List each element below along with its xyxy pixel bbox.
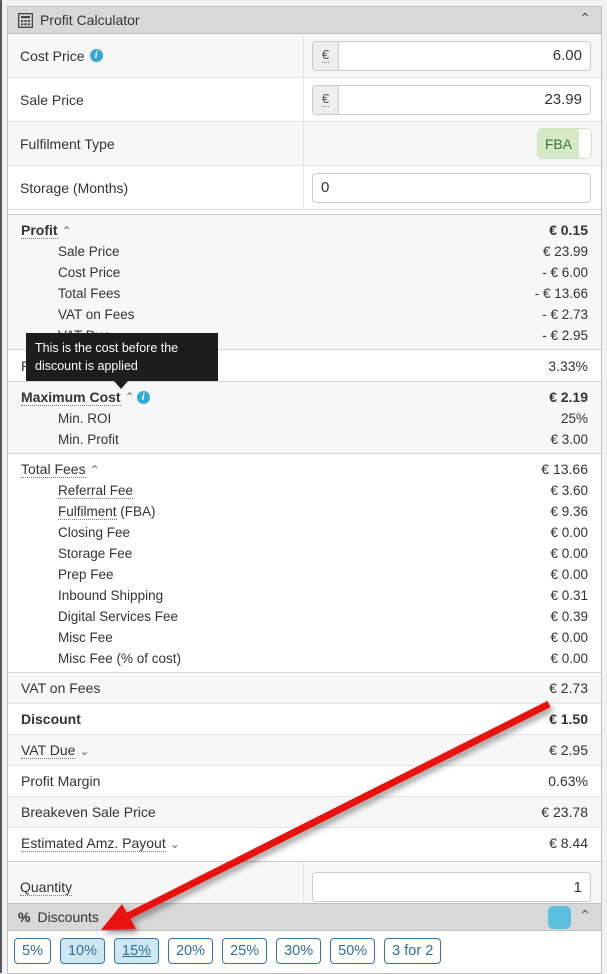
discount-button-15-[interactable]: 15% — [114, 938, 160, 964]
tooltip: This is the cost before the discount is … — [26, 332, 218, 389]
discounts-title: Discounts — [37, 909, 99, 925]
discount-button-20-[interactable]: 20% — [168, 938, 214, 964]
info-icon[interactable]: i — [136, 390, 150, 404]
breakeven-value: € 23.78 — [541, 804, 588, 820]
discount-value: € 1.50 — [549, 711, 588, 727]
fulfilment-type-label: Fulfilment Type — [20, 135, 115, 152]
collapse-chevron-icon[interactable]: ⌃ — [579, 907, 591, 923]
profit-section: Profit ⌃ € 0.15 Sale Price € 23.99 Cost Pr… — [8, 215, 601, 349]
discount-button-5-[interactable]: 5% — [14, 938, 51, 964]
vat-due-label[interactable]: VAT Due — [21, 742, 76, 759]
toggle-handle — [579, 129, 591, 158]
estimated-payout-label[interactable]: Estimated Amz. Payout — [21, 835, 166, 852]
fulfilment-toggle[interactable]: FBA — [538, 129, 591, 158]
maximum-cost-sub-row: Min. Profit € 3.00 — [58, 432, 588, 447]
storage-months-label: Storage (Months) — [20, 179, 129, 196]
discount-buttons: 5% 10% 15% 20% 25% 30% 50% 3 for 2 — [8, 931, 601, 973]
sale-price-input[interactable] — [338, 84, 591, 115]
fee-row: Inbound Shipping € 0.31 — [58, 588, 588, 603]
chevron-up-icon[interactable]: ⌃ — [89, 463, 100, 477]
profit-value: € 0.15 — [549, 222, 588, 238]
profit-margin-row: Profit Margin 0.63% — [8, 765, 601, 796]
profit-sub-row: Total Fees - € 13.66 — [58, 286, 588, 301]
discount-label: Discount — [21, 711, 81, 727]
chevron-down-icon[interactable]: ⌄ — [169, 837, 180, 851]
roi-value: 3.33% — [548, 357, 588, 374]
breakeven-label: Breakeven Sale Price — [21, 804, 156, 820]
discounts-enabled-toggle[interactable] — [548, 906, 571, 929]
maximum-cost-sub-row: Min. ROI 25% — [58, 411, 588, 426]
fee-row: Misc Fee (% of cost) € 0.00 — [58, 651, 588, 666]
fee-row: Fulfilment (FBA) € 9.36 — [58, 504, 588, 520]
profit-label[interactable]: Profit — [21, 222, 58, 239]
profit-calculator-panel: Profit Calculator ⌃ Cost Price i € Sale … — [7, 6, 602, 913]
collapse-chevron-icon[interactable]: ⌃ — [579, 10, 591, 26]
percent-icon: % — [18, 909, 31, 925]
quantity-input[interactable] — [312, 872, 591, 902]
discount-button-3-for-2[interactable]: 3 for 2 — [384, 938, 442, 964]
discount-row: Discount € 1.50 — [8, 703, 601, 734]
discount-button-10-[interactable]: 10% — [59, 938, 105, 964]
profit-sub-row: VAT on Fees - € 2.73 — [58, 307, 588, 322]
fee-row: Digital Services Fee € 0.39 — [58, 609, 588, 624]
tooltip-text: This is the cost before the discount is … — [35, 340, 179, 373]
profit-calculator-header[interactable]: Profit Calculator ⌃ — [8, 7, 601, 34]
currency-addon[interactable]: € — [312, 84, 338, 115]
vat-on-fees-value: € 2.73 — [549, 680, 588, 696]
fee-row: Closing Fee € 0.00 — [58, 525, 588, 540]
sale-price-label: Sale Price — [20, 91, 84, 108]
total-fees-value: € 13.66 — [541, 461, 588, 477]
summary-section: Profit ⌃ € 0.15 Sale Price € 23.99 Cost Pr… — [8, 214, 601, 858]
window-edge — [0, 0, 2, 973]
fee-row: Storage Fee € 0.00 — [58, 546, 588, 561]
fee-row: Referral Fee € 3.60 — [58, 482, 588, 499]
estimated-payout-row: Estimated Amz. Payout ⌄ € 8.44 — [8, 827, 601, 858]
profit-sub-row: Cost Price - € 6.00 — [58, 265, 588, 280]
row-cost-price: Cost Price i € — [8, 34, 601, 78]
total-fees-section: Total Fees ⌃ € 13.66 Referral Fee € 3.60 F… — [8, 453, 601, 672]
quantity-label[interactable]: Quantity — [20, 878, 73, 896]
tooltip-caret — [114, 381, 128, 389]
discount-button-25-[interactable]: 25% — [222, 938, 268, 964]
vat-due-value: € 2.95 — [549, 742, 588, 758]
estimated-payout-value: € 8.44 — [549, 835, 588, 851]
chevron-up-icon[interactable]: ⌃ — [124, 390, 135, 404]
maximum-cost-section: This is the cost before the discount is … — [8, 332, 601, 453]
currency-addon[interactable]: € — [312, 40, 338, 71]
discounts-panel: % Discounts ⌃ 5% 10% 15% 20% 25% 30% 50% 3 for … — [7, 903, 602, 974]
panel-title: Profit Calculator — [40, 12, 140, 28]
vat-due-row: VAT Due ⌄ € 2.95 — [8, 734, 601, 765]
cost-price-label: Cost Price — [20, 47, 85, 64]
vat-on-fees-row: VAT on Fees € 2.73 — [8, 672, 601, 703]
discount-button-30-[interactable]: 30% — [276, 938, 322, 964]
fee-row: Misc Fee € 0.00 — [58, 630, 588, 645]
chevron-down-icon[interactable]: ⌄ — [79, 744, 90, 758]
chevron-up-icon[interactable]: ⌃ — [61, 224, 72, 238]
row-storage-months: Storage (Months) — [8, 166, 601, 210]
info-icon[interactable]: i — [89, 49, 103, 62]
fee-row: Prep Fee € 0.00 — [58, 567, 588, 582]
row-sale-price: Sale Price € — [8, 78, 601, 122]
maximum-cost-value: € 2.19 — [549, 389, 588, 405]
maximum-cost-label[interactable]: Maximum Cost — [21, 388, 121, 406]
profit-sub-row: Sale Price € 23.99 — [58, 244, 588, 259]
row-fulfilment-type: Fulfilment Type FBA — [8, 122, 601, 166]
discounts-header[interactable]: % Discounts ⌃ — [8, 904, 601, 931]
discount-button-50-[interactable]: 50% — [330, 938, 376, 964]
vat-on-fees-label: VAT on Fees — [21, 680, 101, 696]
profit-margin-label: Profit Margin — [21, 773, 101, 789]
cost-price-input[interactable] — [338, 40, 591, 71]
storage-months-input[interactable] — [312, 172, 591, 203]
fulfilment-toggle-label: FBA — [538, 129, 579, 158]
profit-margin-value: 0.63% — [548, 773, 588, 789]
calculator-icon — [18, 12, 33, 28]
total-fees-label[interactable]: Total Fees — [21, 461, 86, 478]
breakeven-row: Breakeven Sale Price € 23.78 — [8, 796, 601, 827]
